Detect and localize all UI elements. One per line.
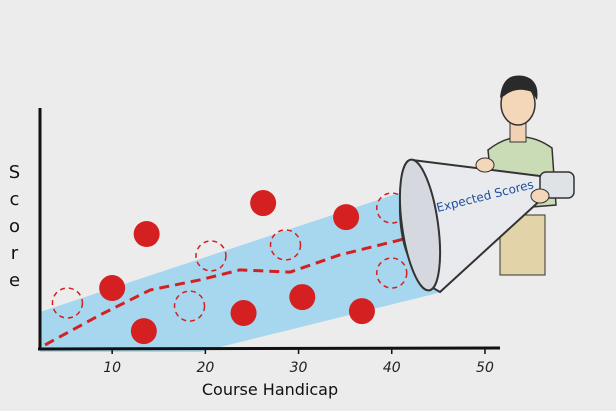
x-tick-label: 20	[196, 360, 214, 376]
plot	[44, 190, 441, 347]
score-point	[289, 284, 316, 311]
expected-point	[195, 240, 227, 272]
score-point	[333, 204, 360, 231]
score-point	[250, 190, 277, 217]
score-point	[348, 298, 375, 325]
score-point	[230, 300, 257, 327]
expected-point	[269, 229, 302, 261]
score-point	[99, 275, 126, 302]
x-tick-label: 40	[383, 360, 401, 376]
x-tick-label: 30	[290, 360, 308, 376]
expected-line	[44, 223, 441, 347]
x-axis-label: Course Handicap	[202, 380, 338, 399]
x-tick-label: 10	[103, 360, 121, 376]
expected-point	[51, 287, 84, 319]
megaphone	[398, 157, 575, 294]
x-axis	[37, 346, 501, 351]
score-point	[130, 318, 157, 345]
score-point	[133, 220, 160, 247]
x-tick-label: 50	[476, 360, 494, 376]
expected-point	[173, 290, 206, 322]
expected-point	[376, 257, 408, 289]
y-axis-label: Score	[4, 162, 25, 297]
